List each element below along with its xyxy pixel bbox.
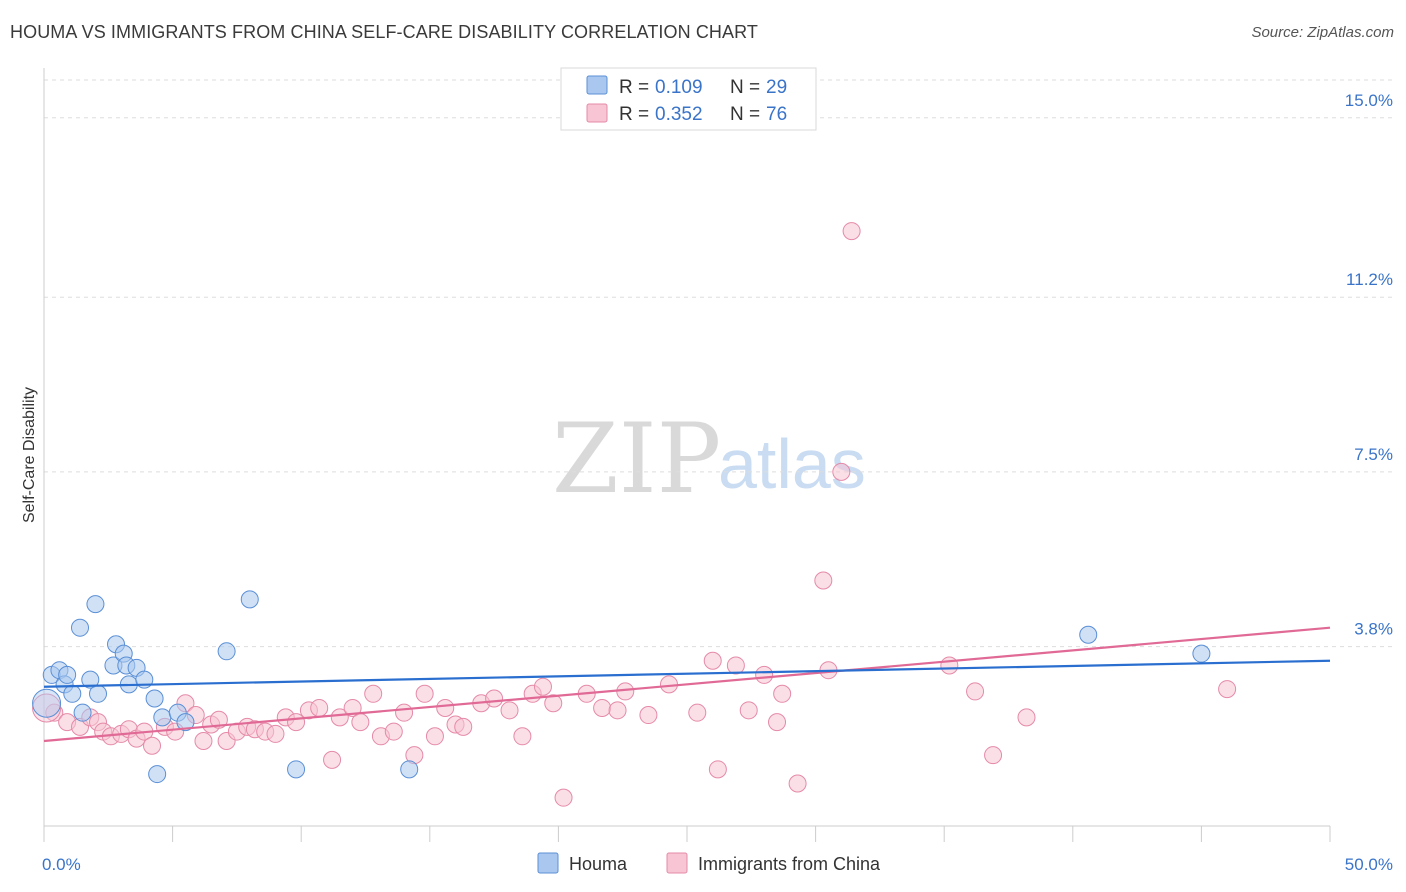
- china-point: [194, 732, 213, 751]
- china-point: [485, 689, 504, 708]
- china-point: [1017, 708, 1036, 727]
- legend-houma-n-label: N =: [730, 77, 760, 98]
- china-point: [726, 656, 745, 675]
- houma-trend-line: [43, 659, 1331, 688]
- houma-point: [32, 688, 62, 718]
- houma-point: [81, 670, 100, 689]
- china-point: [330, 708, 349, 727]
- china-point: [209, 710, 228, 729]
- x-tick-label-min: 0.0%: [42, 855, 81, 874]
- china-point: [533, 677, 552, 696]
- houma-point: [148, 765, 167, 784]
- houma-point: [71, 618, 90, 637]
- china-point: [425, 727, 444, 746]
- houma-point: [176, 713, 195, 732]
- y-tick-label: 3.8%: [1354, 620, 1393, 639]
- bottom-legend-houma-swatch: [537, 852, 559, 874]
- y-tick-label: 7.5%: [1354, 445, 1393, 464]
- bottom-legend: Houma Immigrants from China: [537, 852, 881, 874]
- houma-point: [1192, 644, 1211, 663]
- china-point: [1218, 680, 1237, 699]
- china-point: [415, 684, 434, 703]
- houma-point: [145, 689, 164, 708]
- houma-point: [217, 642, 236, 661]
- chart-source: Source: ZipAtlas.com: [1251, 24, 1394, 41]
- houma-point: [287, 760, 306, 779]
- china-point: [351, 713, 370, 732]
- china-point: [688, 703, 707, 722]
- china-point: [639, 706, 658, 725]
- china-point: [364, 684, 383, 703]
- houma-point: [86, 595, 105, 614]
- watermark-zip: ZIP: [552, 403, 721, 515]
- bottom-legend-houma-label: Houma: [569, 854, 628, 874]
- houma-point: [73, 703, 92, 722]
- china-point: [814, 571, 833, 590]
- x-tick-label-max: 50.0%: [1345, 855, 1393, 874]
- y-tick-label: 15.0%: [1345, 91, 1393, 110]
- china-point: [544, 694, 563, 713]
- chart-title: HOUMA VS IMMIGRANTS FROM CHINA SELF-CARE…: [10, 22, 759, 42]
- bottom-legend-china-label: Immigrants from China: [698, 854, 881, 874]
- legend-china-swatch: [586, 103, 608, 123]
- gridlines: [44, 79, 1392, 648]
- china-point: [323, 750, 342, 769]
- china-point: [703, 651, 722, 670]
- china-point: [984, 746, 1003, 765]
- china-point: [608, 701, 627, 720]
- bottom-legend-china-swatch: [666, 852, 688, 874]
- china-point: [310, 698, 329, 717]
- legend-houma-r-label: R =: [619, 77, 649, 98]
- legend-china-n-label: N =: [730, 104, 760, 125]
- china-point: [842, 222, 861, 241]
- china-point: [287, 713, 306, 732]
- china-point: [739, 701, 758, 720]
- legend-houma-r-value: 0.109: [655, 77, 703, 98]
- china-point: [384, 722, 403, 741]
- china-point: [755, 665, 774, 684]
- houma-point: [240, 590, 259, 609]
- legend: R = 0.109 N = 29 R = 0.352 N = 76: [560, 67, 817, 131]
- houma-point: [400, 760, 419, 779]
- houma-point: [58, 665, 77, 684]
- china-point: [454, 717, 473, 736]
- houma-point: [89, 684, 108, 703]
- legend-houma-swatch: [586, 75, 608, 95]
- china-point: [500, 701, 519, 720]
- china-point: [708, 760, 727, 779]
- china-point: [616, 682, 635, 701]
- china-trend-line: [43, 626, 1331, 743]
- houma-point: [63, 684, 82, 703]
- china-point: [593, 698, 612, 717]
- china-point: [940, 656, 959, 675]
- y-tick-label: 11.2%: [1346, 270, 1393, 289]
- china-points-group: [32, 222, 1237, 807]
- china-point: [266, 724, 285, 743]
- china-point: [768, 713, 787, 732]
- legend-china-n-value: 76: [766, 104, 787, 125]
- y-axis-title: Self-Care Disability: [21, 387, 38, 523]
- houma-point: [153, 708, 172, 727]
- axes: 3.8% 7.5% 11.2% 15.0%: [43, 68, 1393, 842]
- trend-lines: [43, 626, 1331, 743]
- legend-china-r-value: 0.352: [655, 104, 703, 125]
- china-point: [966, 682, 985, 701]
- china-point: [436, 698, 455, 717]
- houma-point: [1079, 625, 1098, 644]
- china-point: [554, 788, 573, 807]
- china-point: [343, 698, 362, 717]
- china-point: [395, 703, 414, 722]
- china-point: [143, 736, 162, 755]
- china-point: [773, 684, 792, 703]
- houma-points-group: [32, 590, 1211, 784]
- china-point: [513, 727, 532, 746]
- legend-houma-n-value: 29: [766, 77, 787, 98]
- china-point: [788, 774, 807, 793]
- china-point: [832, 462, 851, 481]
- legend-china-r-label: R =: [619, 104, 649, 125]
